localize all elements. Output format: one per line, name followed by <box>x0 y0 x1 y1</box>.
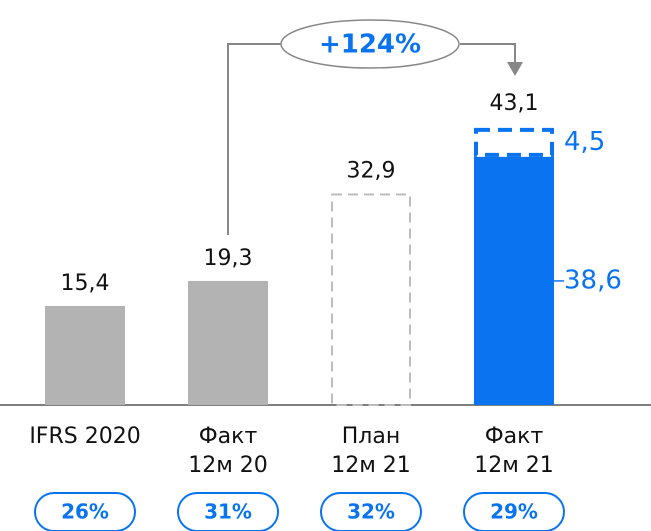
badge <box>177 492 279 531</box>
badge <box>34 492 136 531</box>
total-label: 43,1 <box>490 91 539 116</box>
badge-label: 29% <box>490 500 538 524</box>
bar <box>474 156 554 405</box>
growth-annotation: +124% <box>319 30 421 60</box>
label-line: 12м 20 <box>188 453 268 478</box>
x-tick-label: Факт 12м 20 <box>188 424 268 478</box>
bar <box>45 306 125 405</box>
growth-connector <box>460 43 516 64</box>
label-line: Факт <box>199 424 258 449</box>
badge-label: 31% <box>204 500 252 524</box>
x-tick-label: Факт 12м 21 <box>474 424 554 478</box>
badge-label: 26% <box>61 500 109 524</box>
label-line: План <box>342 424 400 449</box>
growth-ellipse <box>280 19 460 69</box>
arrow-head <box>507 62 523 76</box>
label-line: Факт <box>485 424 544 449</box>
x-tick-label: План 12м 21 <box>331 424 411 478</box>
segment-label: 4,5 <box>564 127 605 157</box>
label-line: 12м 21 <box>474 453 554 478</box>
bar <box>331 193 411 406</box>
badge <box>320 492 422 531</box>
badge-label: 32% <box>347 500 395 524</box>
growth-connector <box>227 43 282 235</box>
bar <box>474 127 554 157</box>
x-tick-label: IFRS 2020 <box>29 424 140 449</box>
data-label: 32,9 <box>347 159 396 184</box>
data-label: 15,4 <box>61 271 110 296</box>
data-label: 19,3 <box>204 246 253 271</box>
bar <box>188 280 268 405</box>
label-line: 12м 21 <box>331 453 411 478</box>
segment-label: 38,6 <box>564 265 622 295</box>
badge <box>463 492 565 531</box>
